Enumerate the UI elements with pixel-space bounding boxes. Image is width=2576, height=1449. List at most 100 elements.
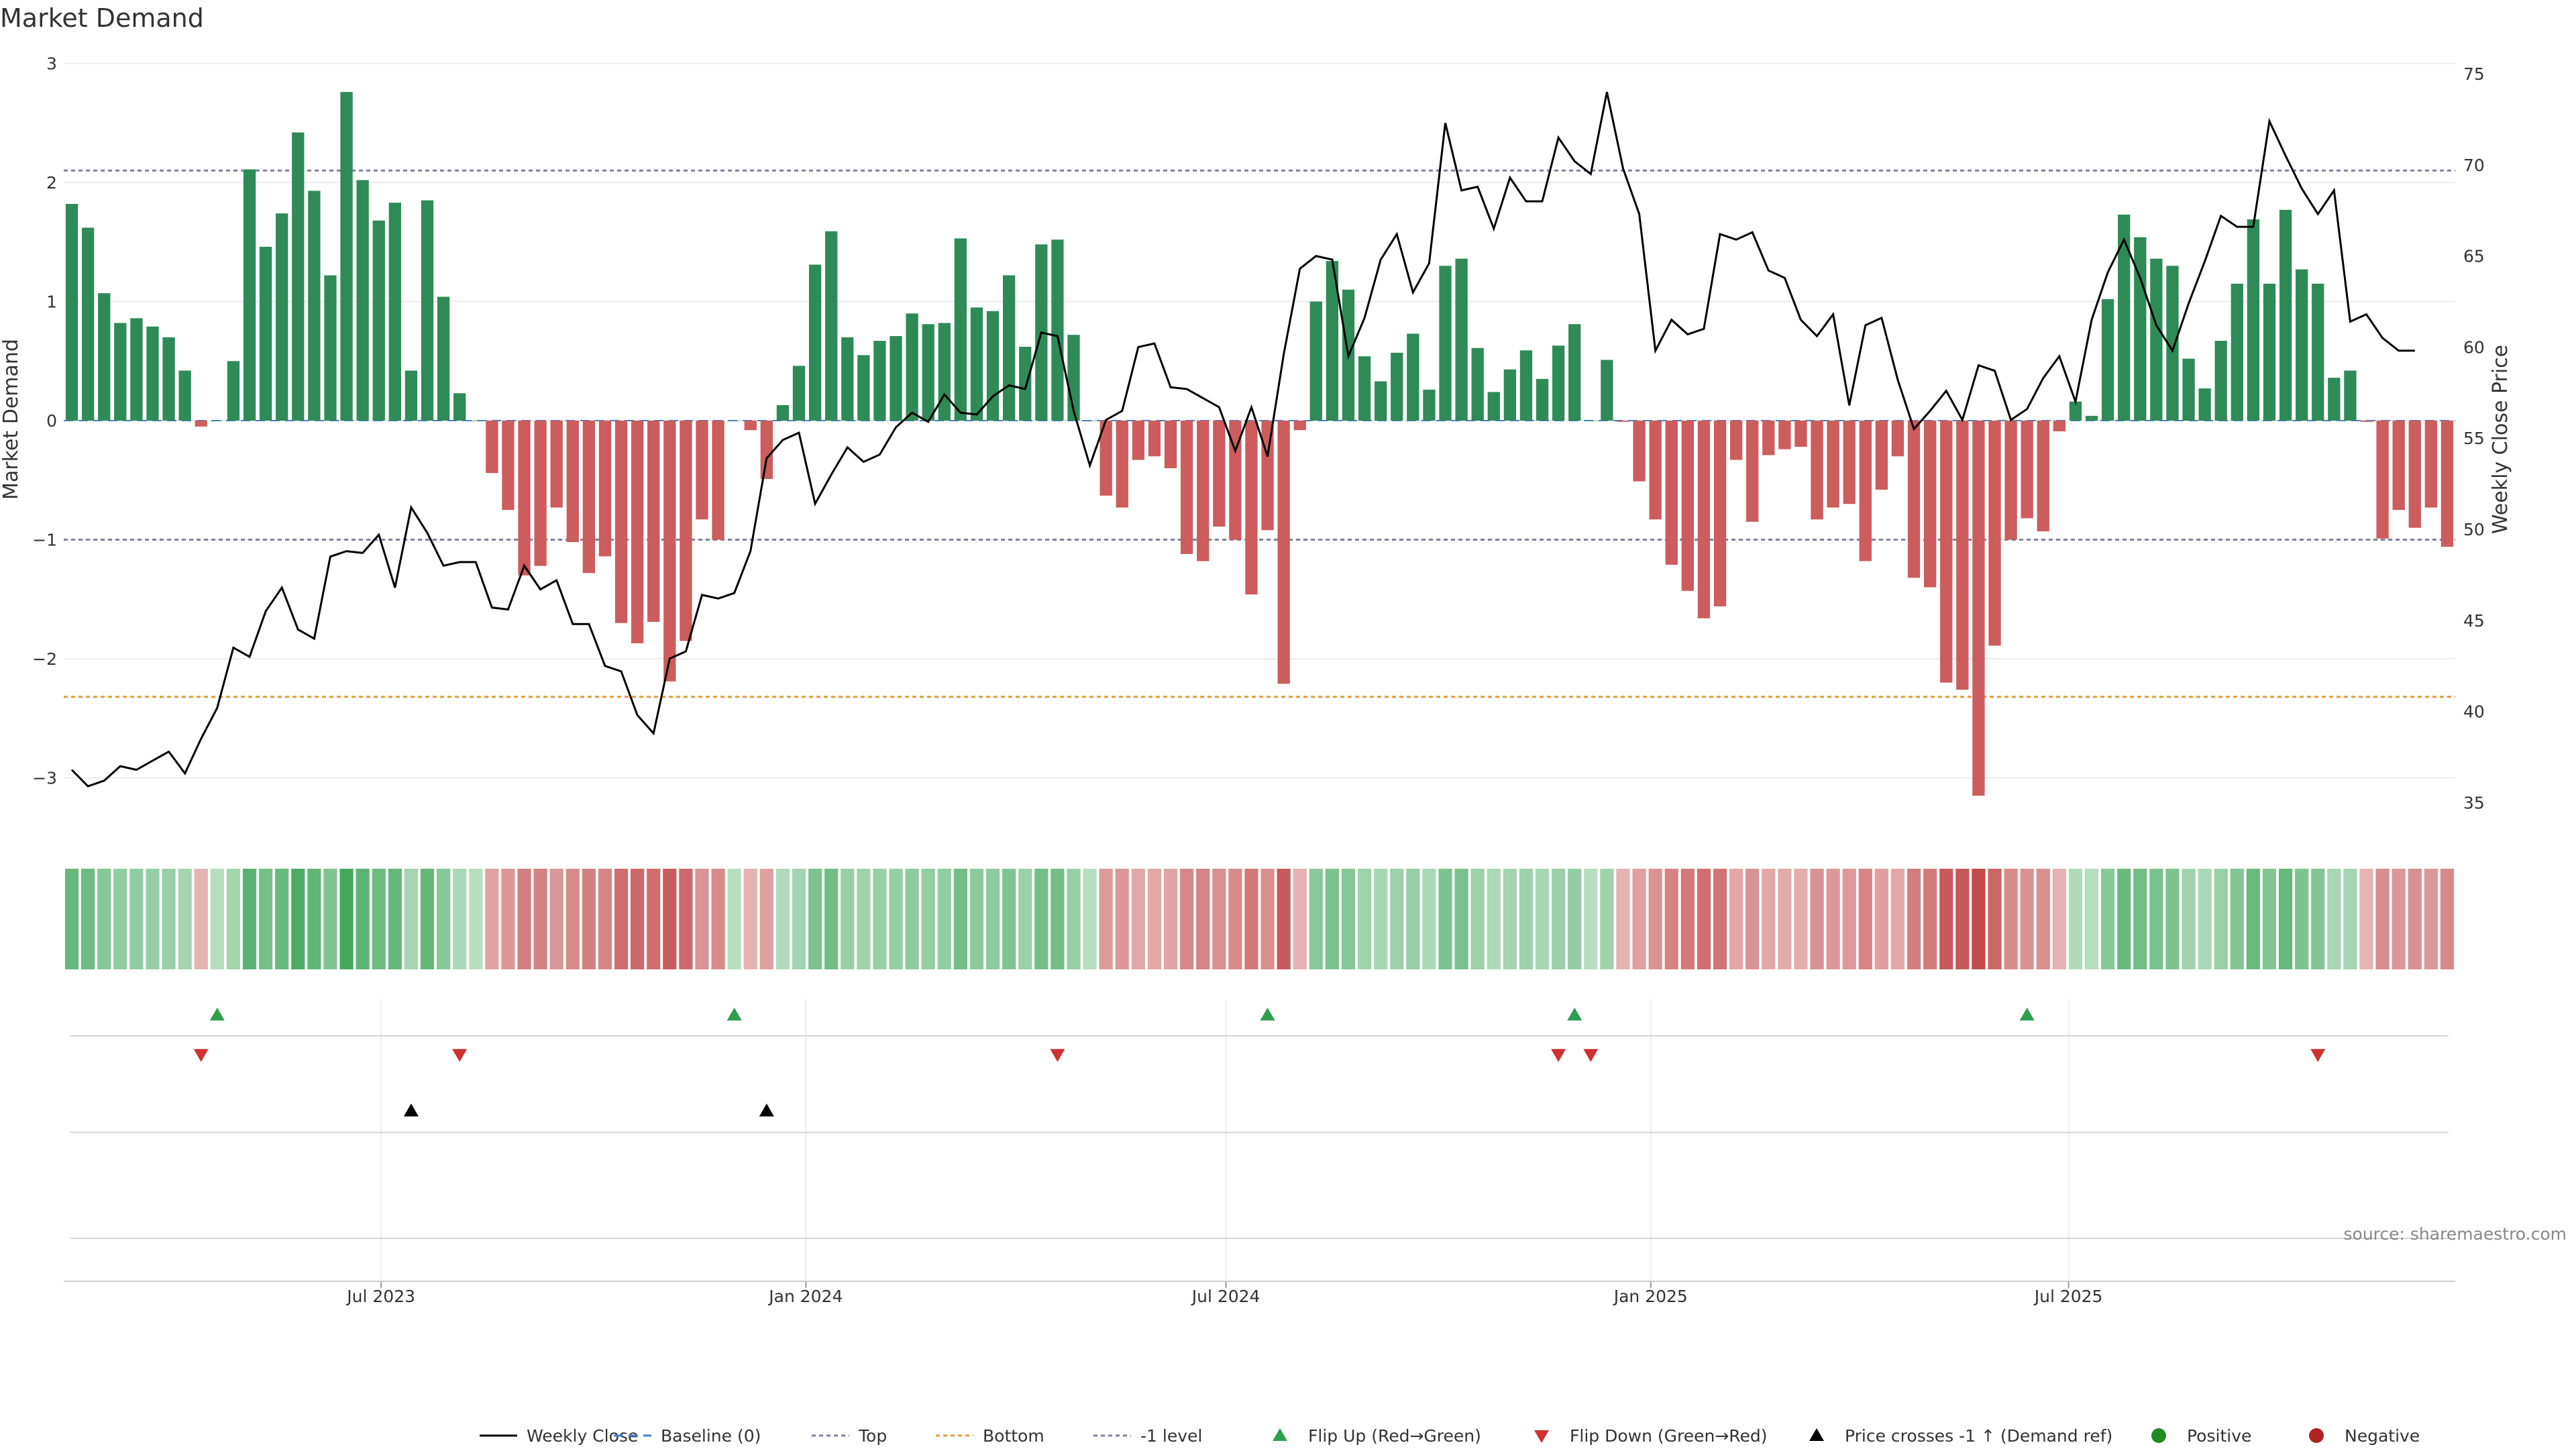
heat-cell xyxy=(146,869,160,969)
heat-cell xyxy=(501,869,515,969)
heat-cell xyxy=(1454,869,1468,969)
flip-down-marker xyxy=(452,1049,468,1062)
demand-bar xyxy=(1665,421,1678,565)
demand-bar xyxy=(1293,421,1306,431)
demand-bar xyxy=(2440,421,2454,547)
demand-bar xyxy=(1923,421,1937,588)
heat-cell xyxy=(356,869,370,969)
demand-bar xyxy=(663,421,676,682)
heat-cell xyxy=(695,869,709,969)
demand-bar xyxy=(2198,388,2211,421)
demand-bar xyxy=(680,421,692,641)
demand-bar xyxy=(1697,421,1711,619)
heat-cell xyxy=(1632,869,1646,969)
demand-bar xyxy=(986,311,1000,421)
demand-bar xyxy=(518,421,531,576)
demand-bar xyxy=(1180,421,1193,554)
demand-bar xyxy=(1197,421,1210,561)
legend-label-bottom: Bottom xyxy=(983,1426,1044,1446)
demand-bar xyxy=(1002,275,1016,421)
price-cross-marker xyxy=(403,1104,419,1117)
demand-bar xyxy=(550,421,563,508)
demand-bar xyxy=(1907,421,1921,578)
demand-bar xyxy=(1988,421,2001,646)
demand-bar xyxy=(372,220,385,421)
heat-cell xyxy=(2182,869,2196,969)
flip-up-marker xyxy=(209,1008,225,1021)
heat-cell xyxy=(517,869,531,969)
heat-cell xyxy=(533,869,547,969)
demand-bar xyxy=(1471,347,1484,421)
legend-label-baseline: Baseline (0) xyxy=(661,1426,761,1446)
demand-bar xyxy=(437,297,450,421)
demand-bar xyxy=(1811,421,1823,520)
demand-bar xyxy=(2344,370,2357,421)
heat-cell xyxy=(1762,869,1776,969)
demand-bar xyxy=(486,421,498,474)
x-tick-label: Jul 2024 xyxy=(1191,1287,1260,1306)
heat-cell xyxy=(1810,869,1824,969)
heat-cell xyxy=(291,869,305,969)
demand-bar xyxy=(146,326,159,421)
heat-cell xyxy=(953,869,967,969)
demand-bar xyxy=(712,421,724,540)
legend-label-negative: Negative xyxy=(2345,1426,2420,1446)
heat-cell xyxy=(1196,869,1210,969)
heat-cell xyxy=(1535,869,1550,969)
heat-cell xyxy=(1131,869,1145,969)
heat-cell xyxy=(339,869,354,969)
demand-bar xyxy=(2053,421,2066,431)
reference-lines xyxy=(64,169,2455,698)
demand-bar xyxy=(1617,421,1629,422)
heat-cell xyxy=(759,869,773,969)
demand-bar xyxy=(1407,333,1419,421)
heat-cell xyxy=(2262,869,2277,969)
demand-bar xyxy=(1859,421,1872,561)
heat-cell xyxy=(1568,869,1582,969)
heat-cell xyxy=(937,869,951,969)
heat-cell xyxy=(2343,869,2357,969)
demand-bar xyxy=(1148,421,1161,457)
heat-cell xyxy=(1374,869,1388,969)
y2-tick-label: 50 xyxy=(2463,520,2485,539)
flip-down-marker xyxy=(1583,1049,1599,1062)
heat-cell xyxy=(1067,869,1081,969)
heat-cell xyxy=(2149,869,2163,969)
heat-cell xyxy=(64,869,79,969)
demand-bar xyxy=(1649,421,1662,520)
heat-cell xyxy=(2424,869,2438,969)
demand-bar xyxy=(1827,421,1839,508)
demand-bar xyxy=(388,203,401,421)
heat-cell xyxy=(97,869,111,969)
heat-cell xyxy=(663,869,677,969)
heat-cell xyxy=(1600,869,1614,969)
heat-cell xyxy=(582,869,596,969)
heat-cell xyxy=(1277,869,1291,969)
heat-cell xyxy=(2117,869,2131,969)
legend: Weekly Close Baseline (0) Top Bottom -1 leve… xyxy=(480,1426,2420,1446)
demand-bar xyxy=(792,366,806,421)
demand-bar xyxy=(1326,261,1339,421)
demand-bar xyxy=(1164,421,1177,468)
demand-bar xyxy=(857,355,870,421)
demand-bar xyxy=(825,231,838,421)
y-tick-label: 1 xyxy=(46,292,57,312)
heat-cell xyxy=(2246,869,2261,969)
demand-bar xyxy=(1972,421,1985,796)
demand-bar xyxy=(356,180,369,421)
demand-bar xyxy=(1423,389,1436,421)
heat-cell xyxy=(2392,869,2406,969)
heat-cell xyxy=(792,869,806,969)
demand-bar xyxy=(1099,421,1112,496)
heat-cell xyxy=(258,869,273,969)
demand-bar xyxy=(2134,237,2147,421)
legend-swatch-flip-down xyxy=(1534,1430,1549,1443)
demand-bar xyxy=(647,421,660,622)
heat-cell xyxy=(372,869,386,969)
heat-cell xyxy=(307,869,321,969)
heat-cell xyxy=(1325,869,1340,969)
heat-cell xyxy=(1794,869,1808,969)
heat-cell xyxy=(775,869,790,969)
demand-bar xyxy=(1633,421,1646,482)
